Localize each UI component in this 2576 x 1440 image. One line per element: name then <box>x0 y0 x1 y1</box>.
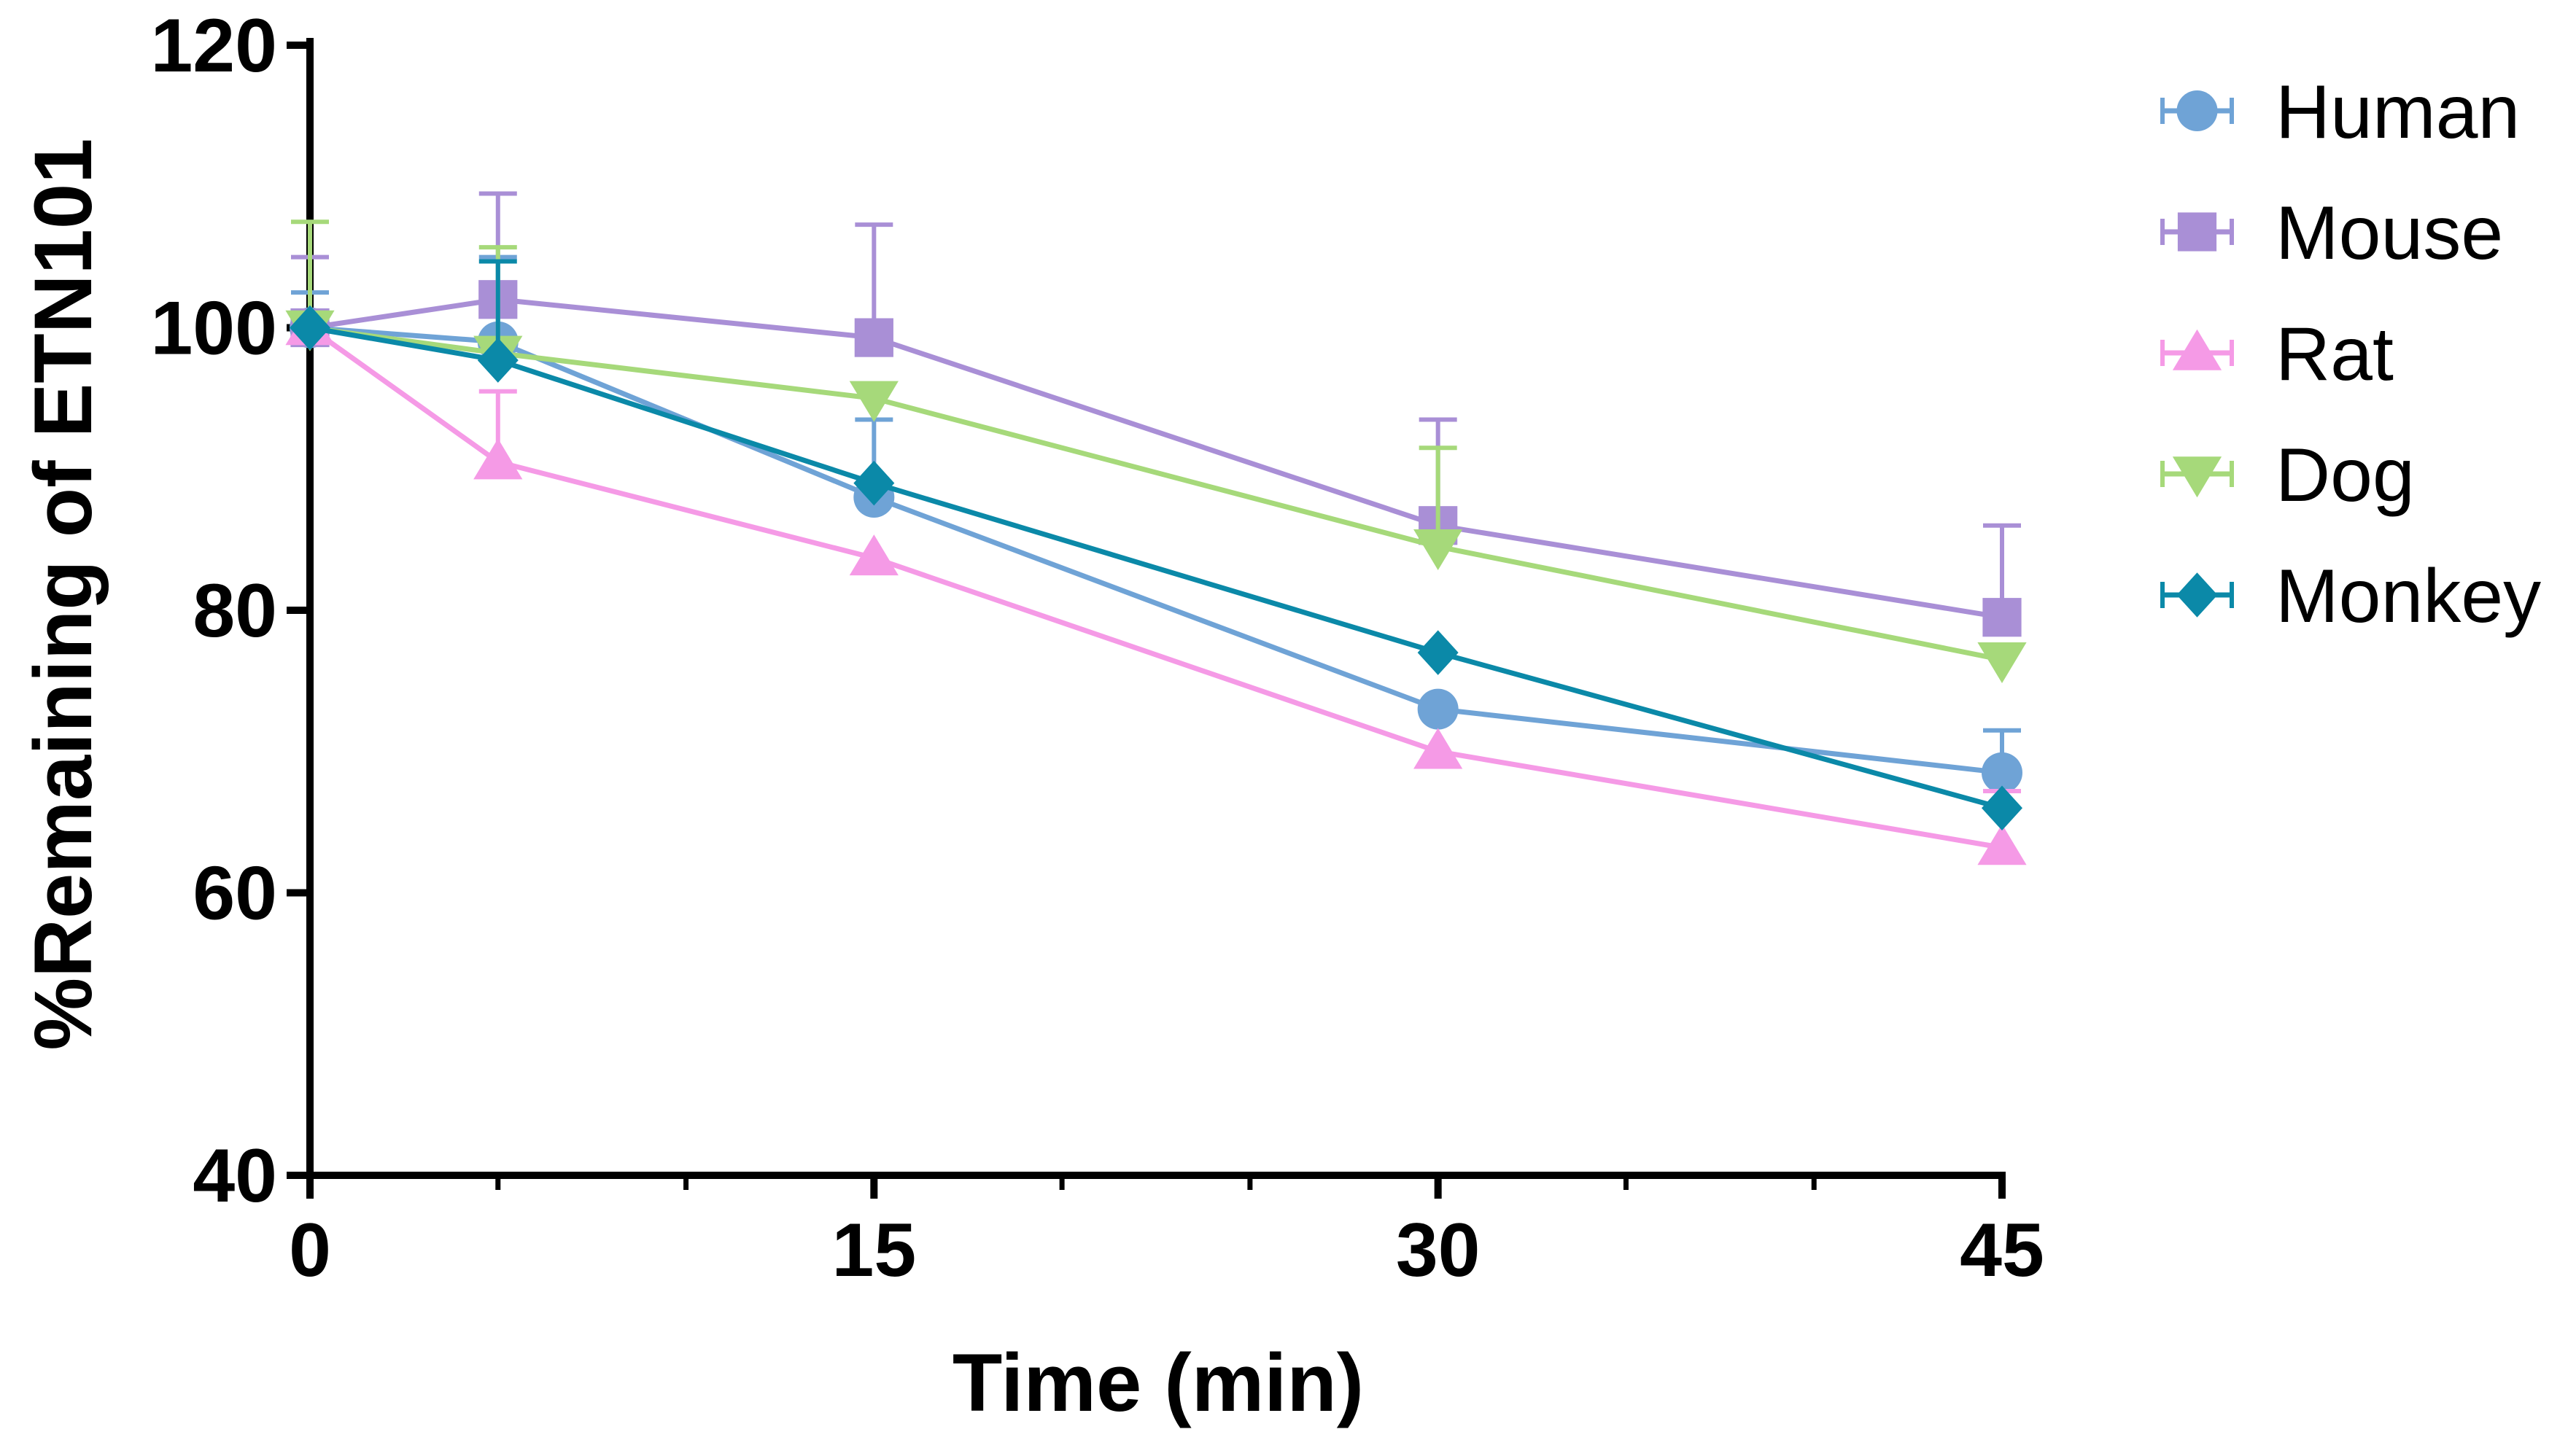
series-line <box>309 325 2003 811</box>
data-point <box>1982 752 2022 793</box>
legend-item-human: Human <box>2160 70 2520 155</box>
data-point <box>853 460 895 506</box>
data-point <box>473 438 523 480</box>
x-tick-label: 0 <box>289 1208 331 1293</box>
y-tick-label: 60 <box>193 852 277 936</box>
axes: 40 60 80 100 120 0 15 30 45 <box>150 4 2044 1293</box>
y-tick-label: 40 <box>193 1134 277 1218</box>
legend-marker <box>2176 90 2218 131</box>
legend: Human Mouse Rat Dog Monkey <box>2160 70 2541 639</box>
series-line <box>309 325 2003 776</box>
legend-item-rat: Rat <box>2160 312 2394 397</box>
data-point <box>1977 824 2027 865</box>
y-tick-label: 100 <box>150 287 277 371</box>
x-tick-label: 15 <box>831 1208 916 1293</box>
legend-marker <box>2172 329 2222 370</box>
data-point <box>849 381 899 422</box>
data-point <box>1977 642 2027 684</box>
series-dog <box>285 219 2027 684</box>
data-point <box>477 338 519 383</box>
data-point <box>1417 688 1459 730</box>
legend-label: Rat <box>2276 312 2394 397</box>
data-point <box>1413 728 1463 769</box>
y-axis-title: %Remaining of ETN101 <box>18 139 109 1051</box>
legend-item-monkey: Monkey <box>2160 554 2541 639</box>
x-tick-label: 45 <box>1960 1208 2044 1293</box>
legend-marker <box>2176 572 2218 618</box>
series-layer <box>285 191 2027 865</box>
legend-label: Human <box>2276 70 2520 155</box>
legend-marker <box>2172 456 2222 498</box>
series-human <box>290 254 2022 793</box>
series-monkey <box>290 259 2022 831</box>
legend-item-dog: Dog <box>2160 433 2415 518</box>
series-rat <box>285 304 2027 865</box>
data-point <box>1417 630 1459 675</box>
data-point <box>1413 529 1463 571</box>
legend-label: Dog <box>2276 433 2415 518</box>
x-axis-title: Time (min) <box>953 1337 1364 1428</box>
data-point <box>290 305 330 351</box>
data-point <box>1982 785 2022 831</box>
data-point <box>1982 598 2022 637</box>
data-point <box>854 318 893 357</box>
legend-item-mouse: Mouse <box>2160 191 2503 276</box>
y-tick-label: 120 <box>150 4 277 88</box>
x-tick-label: 30 <box>1396 1208 1481 1293</box>
legend-label: Monkey <box>2276 554 2541 639</box>
legend-label: Mouse <box>2276 191 2503 276</box>
y-tick-label: 80 <box>193 569 277 653</box>
series-line <box>308 325 2003 850</box>
legend-marker <box>2177 212 2217 252</box>
data-point <box>849 534 899 576</box>
series-line <box>309 325 2003 663</box>
